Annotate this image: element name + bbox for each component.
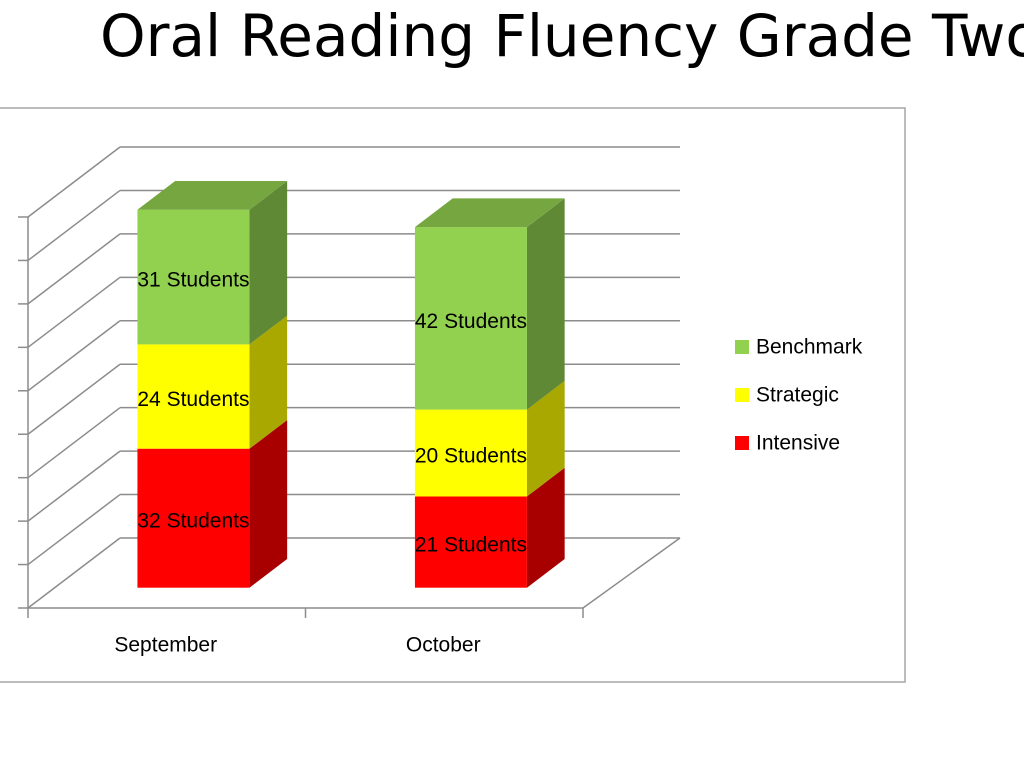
wall-grid-line bbox=[27, 493, 121, 566]
bar-side bbox=[249, 315, 288, 449]
bar-segment bbox=[414, 227, 527, 410]
data-label: 32 Students bbox=[137, 510, 249, 533]
bar-side bbox=[249, 181, 288, 345]
bar-top bbox=[414, 198, 565, 228]
bar-side bbox=[526, 380, 565, 497]
bar-segment bbox=[137, 448, 250, 588]
x-tick-label: September bbox=[114, 634, 217, 657]
wall-grid-line bbox=[27, 233, 121, 305]
bar-segment bbox=[137, 209, 250, 345]
x-tick-label: October bbox=[406, 634, 481, 657]
data-label: 24 Students bbox=[137, 388, 249, 411]
bar-side bbox=[249, 419, 288, 588]
wall-grid-line bbox=[27, 450, 121, 522]
wall-grid-line bbox=[27, 276, 121, 348]
legend-swatch bbox=[735, 340, 749, 354]
legend-label: Intensive bbox=[756, 432, 840, 455]
data-label: 20 Students bbox=[415, 445, 527, 468]
wall-grid-line bbox=[27, 363, 121, 435]
wall-grid-line bbox=[27, 189, 121, 262]
slide-title: Oral Reading Fluency Grade Two bbox=[100, 2, 1024, 70]
wall-grid-line bbox=[27, 320, 121, 392]
legend-swatch bbox=[735, 436, 749, 450]
wall-grid-line bbox=[27, 407, 121, 479]
wall-grid-line bbox=[27, 537, 121, 609]
bar-segment bbox=[414, 409, 527, 497]
bar-segment bbox=[137, 344, 250, 449]
data-label: 21 Students bbox=[415, 534, 527, 557]
bar-segment bbox=[414, 496, 527, 588]
legend-swatch bbox=[735, 388, 749, 402]
wall-grid-line bbox=[27, 146, 121, 218]
bar-top bbox=[137, 181, 288, 210]
legend-label: Benchmark bbox=[756, 336, 863, 359]
plot-area: September 32 Students 24 Students 31 Studen… bbox=[18, 146, 863, 657]
data-label: 31 Students bbox=[137, 269, 249, 292]
bar-side bbox=[526, 198, 565, 410]
data-label: 42 Students bbox=[415, 310, 527, 333]
legend-label: Strategic bbox=[756, 384, 839, 407]
bar-side bbox=[526, 467, 565, 588]
